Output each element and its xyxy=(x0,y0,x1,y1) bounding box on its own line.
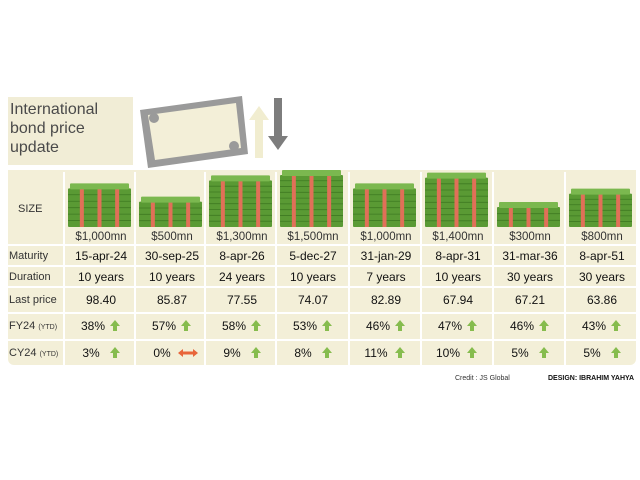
cy24-value: 3% xyxy=(82,346,100,360)
banknote-icon xyxy=(140,96,248,168)
up-arrow-icon xyxy=(322,347,332,358)
fy24-row-label: FY24 (YTD) xyxy=(9,320,57,332)
maturity-value: 30-sep-25 xyxy=(144,249,200,263)
cash-stack-icon xyxy=(68,183,131,227)
banknote-arrows-illustration xyxy=(140,96,288,168)
cy24-value: 10% xyxy=(435,346,461,360)
design-credit: DESIGN: IBRAHIM YAHYA xyxy=(548,375,635,382)
up-arrow-icon xyxy=(539,320,549,331)
duration-value: 10 years xyxy=(148,270,196,284)
cash-stack-icon xyxy=(425,172,488,227)
fy24-value: 43% xyxy=(581,319,607,333)
cy24-value: 11% xyxy=(364,346,388,360)
last-price-value: 85.87 xyxy=(156,293,188,307)
fy24-note: (YTD) xyxy=(38,324,58,331)
fy24-value: 57% xyxy=(151,319,177,333)
up-arrow-icon xyxy=(395,347,405,358)
maturity-value: 8-apr-26 xyxy=(219,249,265,263)
last-price-value: 74.07 xyxy=(297,293,329,307)
maturity-value: 31-jan-29 xyxy=(360,249,412,263)
maturity-value: 31-mar-36 xyxy=(502,249,558,263)
up-arrow-icon xyxy=(322,320,332,331)
duration-value: 10 years xyxy=(434,270,482,284)
up-arrow-icon xyxy=(467,347,477,358)
size-value: $1,500mn xyxy=(287,231,339,243)
cy24-row-label: CY24 (YTD) xyxy=(9,347,58,359)
last-price-value: 98.40 xyxy=(85,293,117,307)
fy24-value: 53% xyxy=(292,319,318,333)
credit-text: Credit : JS Global xyxy=(455,375,510,382)
maturity-value: 8-apr-51 xyxy=(579,249,625,263)
cy24-value: 9% xyxy=(223,346,241,360)
maturity-value: 15-apr-24 xyxy=(74,249,128,263)
up-arrow-icon xyxy=(181,320,191,331)
cy24-label: CY24 xyxy=(9,347,37,359)
cash-stack-icon xyxy=(497,202,560,227)
duration-value: 10 years xyxy=(77,270,125,284)
title-box xyxy=(8,97,133,165)
up-arrow-icon xyxy=(251,347,261,358)
cy24-note: (YTD) xyxy=(39,351,59,358)
cy24-value: 5% xyxy=(583,346,601,360)
cy24-value: 0% xyxy=(153,346,171,360)
up-arrow-icon xyxy=(251,320,261,331)
up-arrow-icon xyxy=(395,320,405,331)
last-price-value: 77.55 xyxy=(226,293,258,307)
cash-stack-icon xyxy=(280,170,343,227)
fy24-value: 38% xyxy=(80,319,106,333)
maturity-value: 8-apr-31 xyxy=(435,249,481,263)
fy24-value: 46% xyxy=(365,319,391,333)
size-value: $1,000mn xyxy=(360,231,412,243)
cash-stack-icon xyxy=(353,183,416,227)
size-value: $300mn xyxy=(509,231,551,243)
size-value: $1,400mn xyxy=(432,231,484,243)
fy24-label: FY24 xyxy=(9,320,36,332)
last-price-value: 67.94 xyxy=(442,293,474,307)
fy24-value: 58% xyxy=(221,319,247,333)
size-value: $500mn xyxy=(151,231,193,243)
duration-value: 7 years xyxy=(366,270,406,284)
size-value: $1,000mn xyxy=(75,231,127,243)
cy24-value: 8% xyxy=(294,346,312,360)
fy24-value: 46% xyxy=(509,319,535,333)
duration-value: 30 years xyxy=(578,270,626,284)
left-right-arrow-icon xyxy=(178,349,198,357)
maturity-value: 5-dec-27 xyxy=(289,249,337,263)
size-value: $1,300mn xyxy=(216,231,268,243)
duration-value: 24 years xyxy=(218,270,266,284)
cash-stack-icon xyxy=(569,188,632,227)
duration-row-label: Duration xyxy=(9,271,51,283)
maturity-row-label: Maturity xyxy=(9,250,49,262)
up-down-arrows-icon xyxy=(249,98,288,158)
cy24-value: 5% xyxy=(511,346,529,360)
chart-title: International bond price update xyxy=(10,101,99,156)
size-value: $800mn xyxy=(581,231,623,243)
fy24-value: 47% xyxy=(437,319,463,333)
last-price-value: 63.86 xyxy=(586,293,618,307)
cash-stack-icon xyxy=(209,175,272,227)
up-arrow-icon xyxy=(611,347,621,358)
last-price-value: 82.89 xyxy=(370,293,402,307)
size-row-label: SIZE xyxy=(18,203,43,215)
up-arrow-icon xyxy=(611,320,621,331)
up-arrow-icon xyxy=(467,320,477,331)
last-price-row-label: Last price xyxy=(9,294,57,306)
last-price-value: 67.21 xyxy=(514,293,546,307)
up-arrow-icon xyxy=(110,347,120,358)
up-arrow-icon xyxy=(539,347,549,358)
up-arrow-icon xyxy=(110,320,120,331)
duration-value: 30 years xyxy=(506,270,554,284)
duration-value: 10 years xyxy=(289,270,337,284)
cash-stack-icon xyxy=(139,196,202,227)
